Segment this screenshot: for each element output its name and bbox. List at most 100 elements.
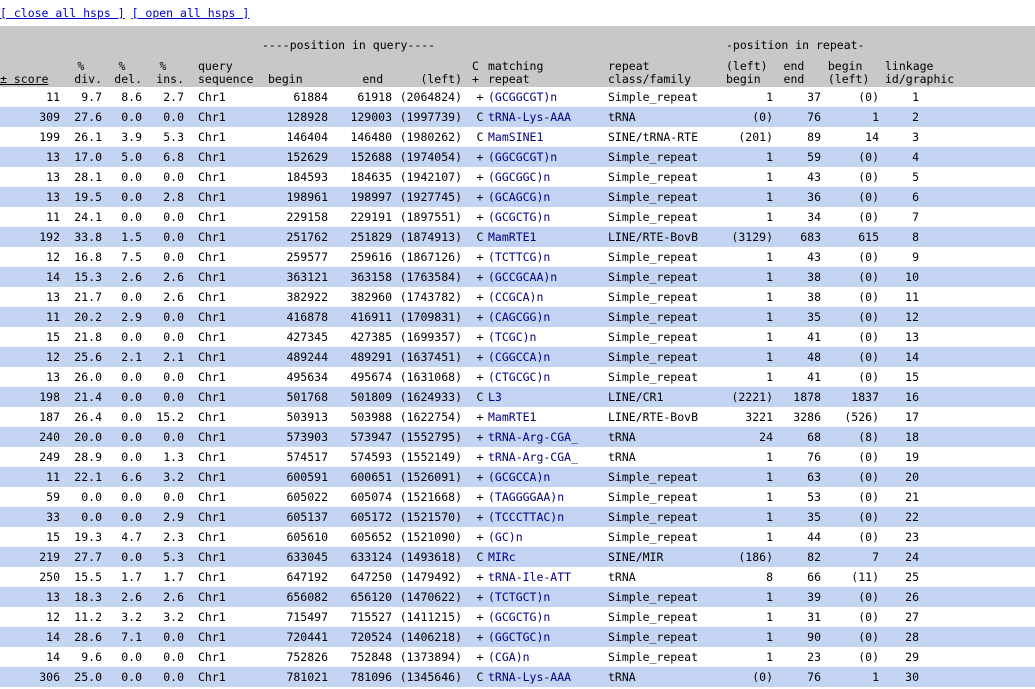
cell-repeat-left: (0) — [858, 510, 879, 524]
cell-query-begin: 656082 — [286, 590, 328, 604]
cell-matching-repeat[interactable]: tRNA-Arg-CGA_ — [488, 430, 579, 444]
cell-matching-repeat[interactable]: (TCTGCT)n — [488, 590, 551, 604]
cell-repeat-end: 66 — [807, 570, 821, 584]
cell-matching-repeat[interactable]: (GC)n — [488, 530, 523, 544]
cell-score: 187 — [39, 410, 60, 424]
cell-strand: C — [476, 110, 484, 124]
cell-matching-repeat[interactable]: MamSINE1 — [488, 130, 544, 144]
table-header: ± score % div. % del. % ins. query sequence … — [0, 26, 1035, 87]
cell-linkage-id: 29 — [905, 650, 919, 664]
cell-div: 19.5 — [74, 190, 102, 204]
cell-matching-repeat[interactable]: (CCGCA)n — [488, 290, 544, 304]
cell-score: 14 — [46, 650, 60, 664]
cell-query-left: (1974054) — [399, 150, 462, 164]
cell-ins: 0.0 — [163, 210, 184, 224]
cell-query-sequence: Chr1 — [198, 670, 226, 684]
cell-matching-repeat[interactable]: (GGCGGC)n — [488, 170, 551, 184]
cell-query-sequence: Chr1 — [198, 550, 226, 564]
cell-matching-repeat[interactable]: (GCGCTG)n — [488, 610, 551, 624]
cell-matching-repeat[interactable]: MIRc — [488, 550, 516, 564]
cell-query-begin: 184593 — [286, 170, 328, 184]
cell-matching-repeat[interactable]: (GCGCCA)n — [488, 470, 551, 484]
cell-matching-repeat[interactable]: (TAGGGGAA)n — [488, 490, 565, 504]
cell-query-left: (1521570) — [399, 510, 462, 524]
cell-repeat-class: tRNA — [608, 570, 636, 584]
cell-matching-repeat[interactable]: (CAGCGG)n — [488, 310, 551, 324]
cell-div: 18.3 — [74, 590, 102, 604]
cell-query-begin: 382922 — [286, 290, 328, 304]
cell-matching-repeat[interactable]: (GGCGCGT)n — [488, 150, 558, 164]
cell-linkage-id: 1 — [912, 90, 919, 104]
cell-matching-repeat[interactable]: (TCCCTTAC)n — [488, 510, 565, 524]
cell-matching-repeat[interactable]: (GGCTGC)n — [488, 630, 551, 644]
cell-repeat-begin: 1 — [766, 170, 773, 184]
cell-repeat-end: 82 — [807, 550, 821, 564]
cell-query-sequence: Chr1 — [198, 430, 226, 444]
cell-repeat-class: Simple_repeat — [608, 630, 699, 644]
cell-repeat-class: SINE/tRNA-RTE — [608, 130, 699, 144]
cell-matching-repeat[interactable]: tRNA-Arg-CGA_ — [488, 450, 579, 464]
cell-repeat-begin: 1 — [766, 190, 773, 204]
cell-linkage-id: 25 — [905, 570, 919, 584]
cell-query-left: (1867126) — [399, 250, 462, 264]
cell-matching-repeat[interactable]: (CTGCGC)n — [488, 370, 551, 384]
table-row: 59 0.0 0.0 0.0 Chr1 605022 605074 (1521668) + (TA… — [0, 487, 1035, 507]
cell-query-begin: 574517 — [286, 450, 328, 464]
cell-score: 192 — [39, 230, 60, 244]
cell-query-left: (1552149) — [399, 450, 462, 464]
cell-strand: + — [476, 410, 484, 424]
cell-repeat-begin: 1 — [766, 350, 773, 364]
cell-linkage-id: 21 — [905, 490, 919, 504]
cell-matching-repeat[interactable]: tRNA-Lys-AAA — [488, 110, 572, 124]
cell-query-sequence: Chr1 — [198, 450, 226, 464]
cell-repeat-class: LINE/RTE-BovB — [608, 410, 699, 424]
cell-matching-repeat[interactable]: (TCTTCG)n — [488, 250, 551, 264]
cell-matching-repeat[interactable]: (CGA)n — [488, 650, 530, 664]
cell-matching-repeat[interactable]: tRNA-Lys-AAA — [488, 670, 572, 684]
cell-linkage-id: 30 — [905, 670, 919, 684]
cell-matching-repeat[interactable]: (GCAGCG)n — [488, 190, 551, 204]
cell-repeat-left: (0) — [858, 210, 879, 224]
cell-ins: 0.0 — [163, 370, 184, 384]
cell-matching-repeat[interactable]: MamRTE1 — [488, 410, 537, 424]
cell-matching-repeat[interactable]: L3 — [488, 390, 502, 404]
cell-matching-repeat[interactable]: (GCCGCAA)n — [488, 270, 558, 284]
cell-repeat-left: (526) — [844, 410, 879, 424]
cell-graphic — [919, 207, 1035, 227]
cell-del: 0.0 — [121, 670, 142, 684]
cell-matching-repeat[interactable]: (CGGCCA)n — [488, 350, 551, 364]
cell-ins: 3.2 — [163, 610, 184, 624]
cell-score: 14 — [46, 270, 60, 284]
cell-query-left: (2064824) — [399, 90, 462, 104]
cell-graphic — [919, 507, 1035, 527]
cell-matching-repeat[interactable]: tRNA-Ile-ATT — [488, 570, 572, 584]
cell-repeat-class: SINE/MIR — [608, 550, 664, 564]
table-row: 12 16.8 7.5 0.0 Chr1 259577 259616 (1867126) + (T… — [0, 247, 1035, 267]
cell-score: 12 — [46, 350, 60, 364]
cell-strand: C — [476, 230, 484, 244]
table-row: 198 21.4 0.0 0.0 Chr1 501768 501809 (1624933) C L… — [0, 387, 1035, 407]
cell-query-left: (1470622) — [399, 590, 462, 604]
cell-repeat-left: (0) — [858, 310, 879, 324]
cell-linkage-id: 12 — [905, 310, 919, 324]
cell-matching-repeat[interactable]: (TCGC)n — [488, 330, 537, 344]
cell-repeat-end: 41 — [807, 370, 821, 384]
cell-matching-repeat[interactable]: (GCGCTG)n — [488, 210, 551, 224]
cell-query-end: 152688 — [350, 150, 392, 164]
open-all-hsps-link[interactable]: [ open all hsps ] — [131, 6, 250, 20]
table-row: 15 19.3 4.7 2.3 Chr1 605610 605652 (1521090) + (G… — [0, 527, 1035, 547]
cell-div: 0.0 — [81, 490, 102, 504]
cell-query-end: 605652 — [350, 530, 392, 544]
cell-strand: + — [476, 510, 484, 524]
cell-ins: 0.0 — [163, 390, 184, 404]
cell-matching-repeat[interactable]: (GCGGCGT)n — [488, 90, 558, 104]
cell-div: 28.9 — [74, 450, 102, 464]
cell-query-begin: 128928 — [286, 110, 328, 124]
cell-repeat-left: (0) — [858, 350, 879, 364]
cell-linkage-id: 5 — [912, 170, 919, 184]
close-all-hsps-link[interactable]: [ close all hsps ] — [0, 6, 125, 20]
cell-ins: 5.3 — [163, 130, 184, 144]
cell-del: 0.0 — [121, 170, 142, 184]
cell-matching-repeat[interactable]: MamRTE1 — [488, 230, 537, 244]
cell-strand: + — [476, 650, 484, 664]
